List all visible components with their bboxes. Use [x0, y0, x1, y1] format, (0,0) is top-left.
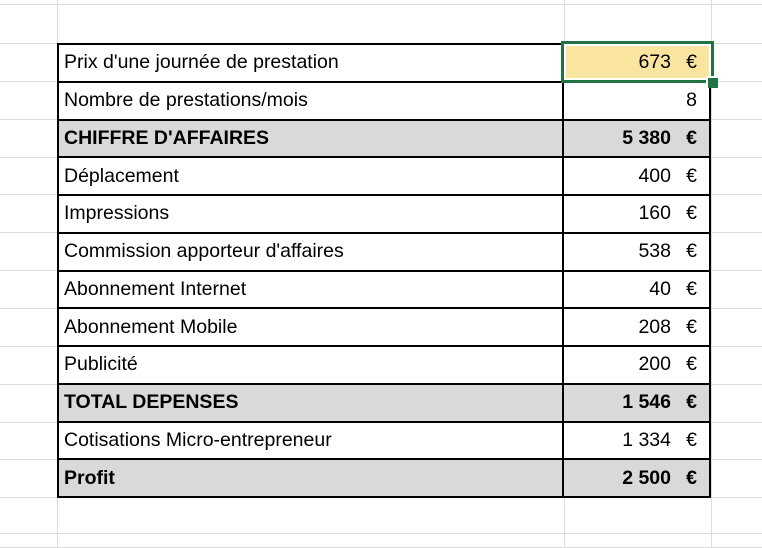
cell-amount: 538 [638, 240, 671, 263]
table-row: Publicité 200 € [59, 347, 709, 385]
currency-symbol: € [686, 202, 697, 225]
expense-table: Prix d'une journée de prestation 673 € Nomb… [57, 43, 711, 498]
table-row: Abonnement Mobile 208 € [59, 309, 709, 347]
cell-value[interactable]: 160 € [564, 196, 709, 232]
cell-label[interactable]: Prix d'une journée de prestation [59, 45, 564, 81]
table-row: Profit 2 500 € [59, 460, 709, 496]
table-row: Déplacement 400 € [59, 158, 709, 196]
cell-value[interactable]: 40 € [564, 272, 709, 308]
cell-value[interactable]: 1 546 € [564, 385, 709, 421]
table-row: Impressions 160 € [59, 196, 709, 234]
cell-amount: 673 [638, 51, 671, 74]
cell-label[interactable]: TOTAL DEPENSES [59, 384, 564, 421]
cell-label[interactable]: CHIFFRE D'AFFAIRES [59, 120, 564, 157]
cell-value[interactable]: 673 € [564, 45, 709, 81]
gridline-vertical [711, 0, 712, 548]
table-row: Nombre de prestations/mois 8 [59, 82, 709, 121]
cell-label[interactable]: Abonnement Mobile [59, 309, 564, 345]
gridline-horizontal [0, 533, 762, 534]
cell-label[interactable]: Déplacement [59, 158, 564, 194]
cell-label[interactable]: Commission apporteur d'affaires [59, 233, 564, 270]
cell-label[interactable]: Cotisations Micro-entrepreneur [59, 422, 564, 459]
cell-label[interactable]: Abonnement Internet [59, 271, 564, 308]
cell-value[interactable]: 2 500 € [564, 460, 709, 496]
cell-amount: 1 334 [622, 428, 671, 451]
cell-value[interactable]: 400 € [564, 158, 709, 194]
cell-amount: 160 [638, 202, 671, 225]
currency-symbol: € [686, 51, 697, 74]
cell-label[interactable]: Impressions [59, 196, 564, 232]
cell-value[interactable]: 208 € [564, 309, 709, 345]
currency-symbol: € [686, 164, 697, 187]
cell-amount: 400 [638, 164, 671, 187]
table-row: TOTAL DEPENSES 1 546 € [59, 384, 709, 423]
cell-label[interactable]: Profit [59, 460, 564, 496]
currency-symbol: € [686, 277, 697, 300]
currency-symbol: € [686, 466, 697, 489]
table-row: Commission apporteur d'affaires 538 € [59, 233, 709, 272]
table-row: Abonnement Internet 40 € [59, 271, 709, 310]
cell-amount: 200 [638, 353, 671, 376]
gridline-horizontal [0, 4, 762, 5]
fill-handle[interactable] [708, 78, 718, 88]
currency-symbol: € [686, 391, 697, 414]
table-row: Prix d'une journée de prestation 673 € [59, 45, 709, 83]
cell-amount: 8 [686, 89, 697, 112]
cell-value[interactable]: 5 380 € [564, 121, 709, 157]
cell-label[interactable]: Nombre de prestations/mois [59, 82, 564, 119]
currency-symbol: € [686, 315, 697, 338]
table-row: CHIFFRE D'AFFAIRES 5 380 € [59, 120, 709, 159]
currency-symbol: € [686, 126, 697, 149]
currency-symbol: € [686, 353, 697, 376]
cell-amount: 1 546 [622, 391, 671, 414]
table-row: Cotisations Micro-entrepreneur 1 334 € [59, 422, 709, 461]
cell-value[interactable]: 200 € [564, 347, 709, 383]
cell-value[interactable]: 8 [564, 83, 709, 119]
cell-value[interactable]: 1 334 € [564, 423, 709, 459]
currency-symbol: € [686, 240, 697, 263]
cell-amount: 208 [638, 315, 671, 338]
cell-amount: 5 380 [622, 126, 671, 149]
currency-symbol: € [686, 428, 697, 451]
cell-amount: 40 [649, 277, 671, 300]
cell-amount: 2 500 [622, 466, 671, 489]
cell-label[interactable]: Publicité [59, 347, 564, 383]
cell-value[interactable]: 538 € [564, 234, 709, 270]
